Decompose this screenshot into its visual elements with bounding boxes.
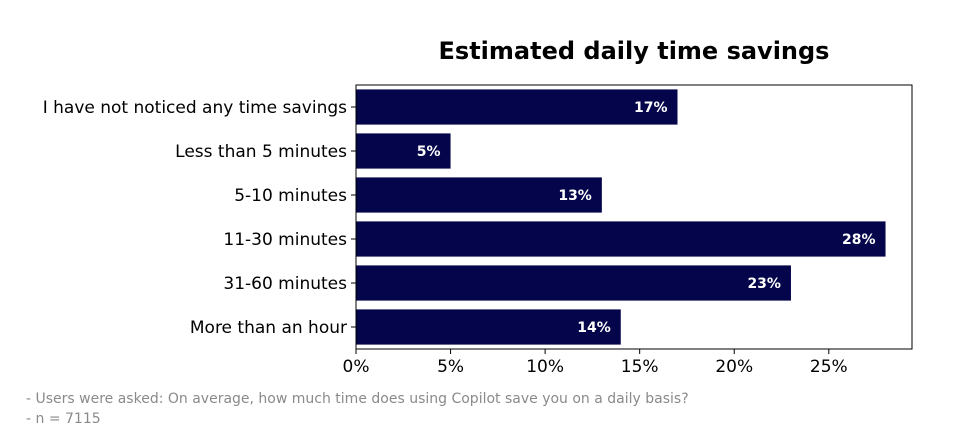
bar-value-label: 17% [634, 100, 668, 116]
x-tick-label: 15% [621, 357, 659, 377]
bar [356, 221, 886, 257]
category-label: 11-30 minutes [223, 230, 347, 250]
chart-title: Estimated daily time savings [439, 37, 830, 65]
x-axis: 0% 5% 10% 15% 20% 25% [343, 349, 848, 377]
category-labels: I have not noticed any time savings Less … [43, 98, 356, 338]
bars-group: 17% 5% 13% 28% 23% 14% [356, 89, 886, 345]
x-tick-label: 25% [810, 357, 848, 377]
bar-value-label: 13% [558, 188, 592, 204]
bar-value-label: 5% [417, 144, 441, 160]
bar [356, 177, 602, 213]
x-tick-label: 20% [715, 357, 753, 377]
category-label: Less than 5 minutes [175, 142, 347, 162]
bar-value-label: 28% [842, 232, 876, 248]
bar [356, 133, 451, 169]
category-label: More than an hour [190, 318, 347, 338]
survey-question-note: - Users were asked: On average, how much… [26, 391, 689, 407]
bar-value-label: 23% [747, 276, 781, 292]
x-tick-label: 5% [437, 357, 464, 377]
bar [356, 89, 678, 125]
x-tick-label: 0% [343, 357, 370, 377]
plot-frame [355, 84, 913, 350]
category-label: 5-10 minutes [234, 186, 347, 206]
bar-chart: Estimated daily time savings 17% 5% 13% 28%… [43, 37, 913, 377]
category-label: 31-60 minutes [223, 274, 347, 294]
bar [356, 265, 791, 301]
x-tick-label: 10% [526, 357, 564, 377]
bar [356, 309, 621, 345]
sample-size-note: - n = 7115 [26, 411, 101, 427]
category-label: I have not noticed any time savings [43, 98, 347, 118]
bar-value-label: 14% [577, 320, 611, 336]
